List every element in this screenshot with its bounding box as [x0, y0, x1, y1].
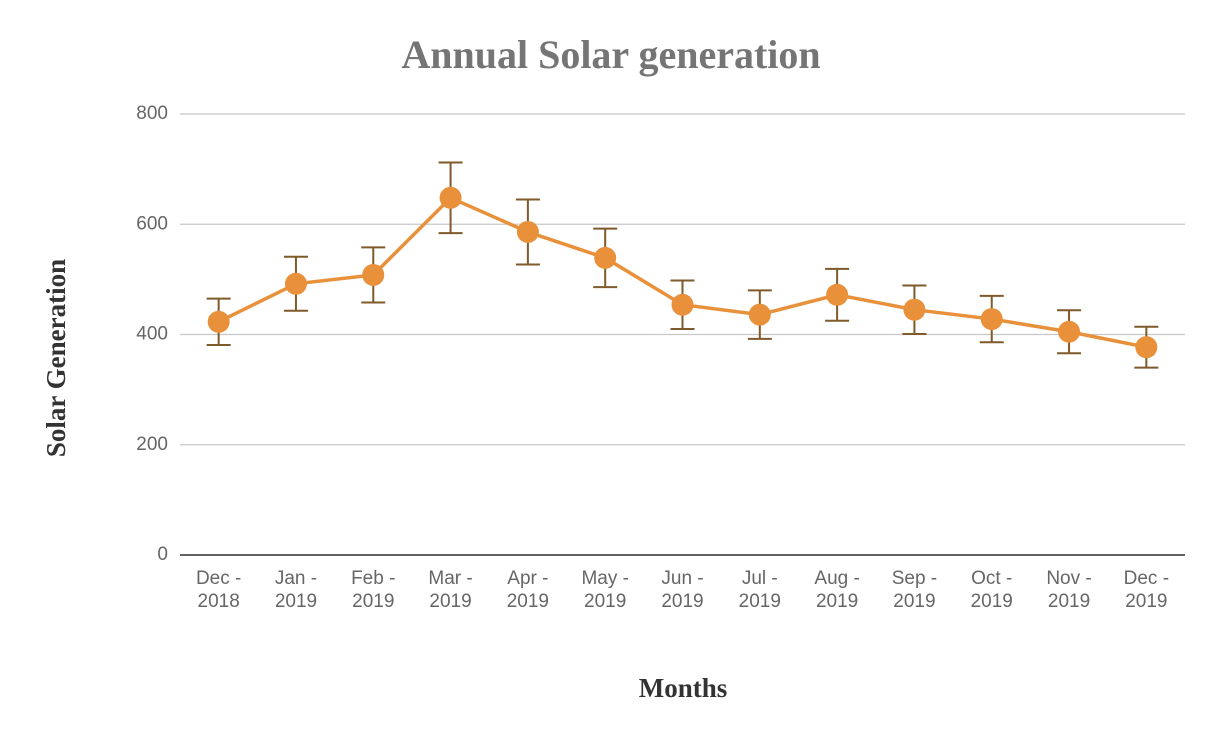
x-tick-label: Mar - 2019	[428, 568, 473, 612]
data-point	[748, 303, 771, 326]
data-point	[826, 283, 849, 306]
data-point	[1135, 336, 1158, 359]
y-tick-label: 400	[136, 324, 168, 345]
y-tick-label: 600	[136, 213, 168, 234]
data-point	[362, 263, 385, 286]
data-point	[671, 293, 694, 316]
x-tick-label: Sep - 2019	[891, 568, 938, 612]
x-tick-label: Feb - 2019	[351, 568, 396, 612]
x-tick-label: Jun - 2019	[661, 568, 704, 612]
data-point	[594, 246, 617, 269]
y-tick-label: 200	[136, 434, 168, 455]
y-tick-label: 800	[136, 103, 168, 124]
x-tick-label: May - 2019	[581, 568, 629, 612]
data-point	[439, 186, 462, 209]
data-point	[1058, 320, 1081, 343]
x-tick-label: Oct - 2019	[970, 568, 1013, 612]
x-axis-label: Months	[639, 673, 728, 703]
x-tick-label: Nov - 2019	[1046, 568, 1092, 612]
x-tick-label: Aug - 2019	[814, 568, 860, 612]
x-tick-label: Dec - 2018	[195, 568, 242, 612]
x-tick-label: Jul - 2019	[738, 568, 781, 612]
data-point	[207, 310, 230, 333]
data-point	[284, 272, 307, 295]
x-tick-label: Dec - 2019	[1123, 568, 1170, 612]
y-tick-label: 0	[157, 544, 168, 565]
data-point	[516, 220, 539, 243]
x-tick-label: Apr - 2019	[506, 568, 550, 612]
chart-title: Annual Solar generation	[401, 32, 820, 77]
data-point	[980, 308, 1003, 331]
x-tick-label: Jan - 2019	[274, 568, 318, 612]
data-point	[903, 298, 926, 321]
y-axis-label: Solar Generation	[41, 259, 71, 457]
